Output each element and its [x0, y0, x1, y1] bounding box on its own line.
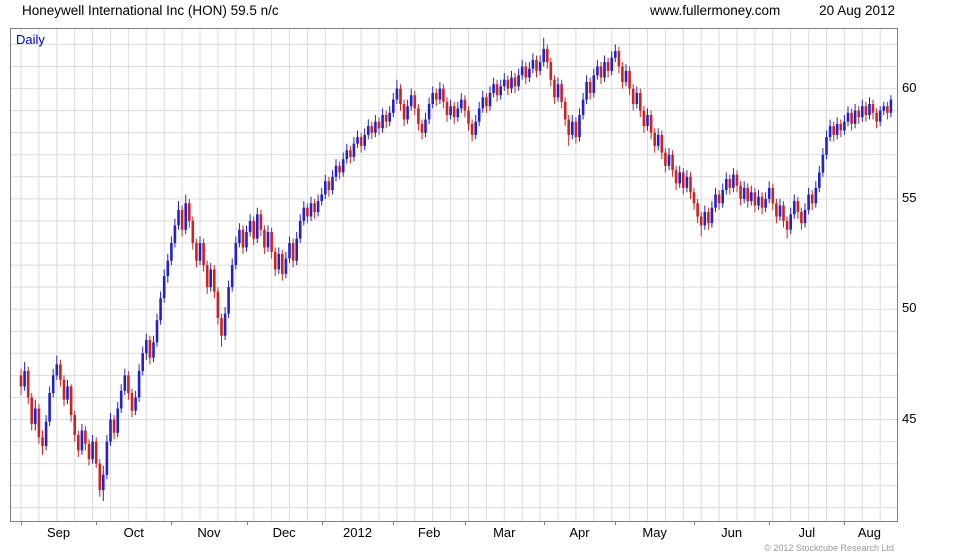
month-axis-label: Dec	[272, 525, 296, 540]
month-tick	[694, 521, 696, 525]
chart-date: 20 Aug 2012	[819, 3, 895, 18]
month-axis-label: Jun	[721, 525, 743, 540]
month-axis-label: Jul	[798, 525, 816, 540]
month-axis-label: Apr	[569, 525, 590, 540]
candlestick-plot	[11, 29, 897, 521]
price-axis-label: 50	[902, 300, 917, 316]
month-tick	[543, 521, 545, 525]
month-axis-label: Aug	[857, 525, 882, 540]
price-axis-label: 45	[902, 410, 917, 426]
month-tick	[246, 521, 248, 525]
month-axis-label: 2012	[343, 525, 372, 540]
frequency-label: Daily	[16, 32, 45, 47]
price-axis-label: 60	[902, 79, 917, 95]
month-axis-label: Nov	[197, 525, 221, 540]
month-tick	[321, 521, 323, 525]
month-axis-label: Sep	[47, 525, 71, 540]
month-tick	[21, 521, 22, 525]
month-tick	[171, 521, 173, 525]
month-axis-label: Mar	[493, 525, 516, 540]
month-tick	[464, 521, 466, 525]
month-axis-label: Oct	[123, 525, 144, 540]
month-tick	[844, 521, 846, 525]
month-tick	[393, 521, 395, 525]
month-tick	[96, 521, 98, 525]
website-text: www.fullermoney.com	[650, 3, 781, 18]
chart-title: Honeywell International Inc (HON) 59.5 n…	[22, 3, 279, 18]
price-axis-label: 55	[902, 189, 917, 205]
plot-frame	[10, 28, 898, 522]
month-tick	[615, 521, 617, 525]
month-axis-label: May	[642, 525, 667, 540]
month-tick	[769, 521, 771, 525]
copyright-text: © 2012 Stockcube Research Ltd	[764, 543, 894, 553]
month-axis-label: Feb	[417, 525, 441, 540]
